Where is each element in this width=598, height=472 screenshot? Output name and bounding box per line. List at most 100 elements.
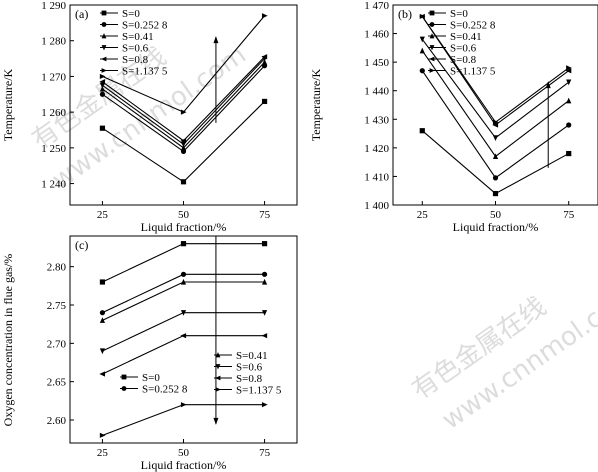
legend-marker-c-1 [121, 386, 127, 391]
data-point-c-5 [99, 432, 106, 438]
data-point-b-1 [566, 122, 572, 128]
data-point-b-0 [419, 128, 425, 134]
y-tick-label-b: 1 450 [364, 57, 389, 69]
data-point-b-2 [419, 47, 425, 54]
data-point-a-0 [180, 179, 187, 185]
data-point-a-3 [99, 82, 106, 89]
y-axis-label-b: Temperature/K [309, 68, 323, 141]
x-axis-label-b: Liquid fraction/% [453, 220, 539, 234]
y-tick-label-b: 1 420 [364, 143, 389, 155]
legend-marker-a-1 [101, 22, 107, 27]
y-tick-label-c: 2.80 [47, 262, 67, 274]
y-tick-label-a: 1 280 [41, 36, 66, 48]
legend-label-a-2: S=0.41 [122, 31, 154, 43]
data-point-b-0 [492, 190, 499, 197]
y-tick-label-a: 1 250 [41, 143, 66, 155]
data-point-c-0 [261, 241, 268, 247]
data-point-b-4 [492, 122, 499, 128]
legend-label-c-4: S=0.8 [236, 373, 263, 385]
legend-marker-b-4 [429, 56, 435, 62]
y-tick-label-a: 1 270 [41, 71, 66, 83]
legend-label-a-1: S=0.252 8 [122, 20, 168, 32]
data-point-a-0 [261, 98, 268, 105]
data-point-b-5 [419, 13, 426, 20]
legend-marker-c-5 [215, 387, 221, 392]
series-line-c-5 [102, 404, 265, 436]
panel-label-c: (c) [75, 238, 88, 252]
data-point-c-2 [180, 278, 187, 285]
legend-marker-b-1 [429, 22, 435, 27]
legend-label-c-0: S=0 [142, 372, 160, 384]
y-tick-label-b: 1 440 [364, 86, 389, 98]
legend-marker-b-5 [429, 68, 435, 73]
legend-marker-c-3 [215, 364, 221, 370]
x-tick-label-b: 50 [490, 209, 502, 221]
data-point-c-1 [99, 310, 106, 316]
series-line-c-3 [102, 312, 265, 352]
chart-panel-b: 1 400 1 410 1 420 1 430 1 440 1 450 1 460 1 470… [309, 0, 598, 234]
data-point-c-4 [99, 371, 106, 377]
data-point-c-5 [261, 402, 268, 408]
data-point-c-4 [180, 333, 187, 339]
plot-frame-b [392, 4, 598, 206]
trend-arrow-head-c [213, 417, 219, 425]
data-point-a-4 [180, 138, 187, 144]
legend-label-b-4: S=0.8 [450, 54, 477, 66]
data-point-c-3 [99, 348, 106, 355]
data-point-b-3 [492, 135, 499, 141]
data-point-a-5 [180, 109, 187, 115]
data-point-b-4 [565, 68, 572, 74]
data-point-a-0 [99, 125, 106, 131]
data-point-a-5 [261, 13, 268, 19]
data-point-a-2 [261, 59, 268, 65]
data-point-b-1 [492, 175, 499, 181]
y-tick-label-b: 1 430 [364, 114, 389, 126]
legend-label-b-1: S=0.252 8 [450, 20, 496, 32]
x-tick-label-c: 75 [259, 447, 271, 459]
data-point-a-4 [261, 54, 268, 60]
panel-label-b: (b) [398, 7, 412, 21]
y-tick-label-a: 1 260 [41, 107, 66, 119]
y-tick-label-a: 1 240 [41, 179, 66, 191]
data-point-c-2 [261, 278, 268, 285]
data-point-a-1 [99, 91, 106, 97]
data-point-b-3 [419, 36, 425, 43]
data-point-c-2 [99, 317, 106, 323]
y-axis-label-c: Oxygen concentration in flue gas/% [1, 254, 15, 427]
data-point-c-4 [261, 333, 268, 339]
legend-marker-b-2 [429, 33, 435, 39]
legend-marker-c-2 [215, 352, 221, 358]
data-point-b-0 [566, 150, 572, 157]
legend-marker-a-4 [101, 56, 107, 62]
data-point-b-2 [492, 153, 499, 160]
trend-arrow-head-b [545, 81, 551, 89]
y-tick-label-b: 1 460 [364, 29, 389, 41]
legend-label-c-5: S=1.137 5 [236, 385, 282, 397]
data-point-c-0 [99, 279, 106, 285]
y-tick-label-c: 2.70 [47, 338, 67, 350]
x-tick-label-a: 75 [259, 209, 271, 221]
y-tick-label-c: 2.75 [47, 300, 67, 312]
legend-label-b-5: S=1.137 5 [450, 66, 496, 78]
x-tick-label-c: 50 [178, 447, 190, 459]
legend-label-a-0: S=0 [122, 8, 140, 20]
data-point-a-5 [99, 73, 106, 80]
legend-marker-c-4 [215, 375, 221, 381]
legend-marker-b-3 [429, 45, 435, 51]
data-point-b-5 [492, 119, 499, 125]
legend-label-c-2: S=0.41 [236, 350, 268, 362]
x-axis-label-a: Liquid fraction/% [141, 220, 227, 234]
y-tick-label-b: 1 400 [364, 200, 389, 212]
data-point-a-3 [180, 141, 187, 148]
chart-panel-a: 1 240 1 250 1 260 1 270 1 280 1 290 25 50 75 Liqu… [1, 0, 298, 234]
x-tick-label-b: 25 [417, 209, 429, 221]
data-point-a-4 [99, 79, 106, 85]
data-point-b-5 [566, 65, 572, 71]
data-point-c-3 [180, 310, 187, 316]
y-tick-label-a: 1 290 [41, 0, 66, 12]
plot-frame-c [69, 235, 298, 444]
y-tick-label-b: 1 470 [364, 0, 389, 12]
legend-marker-a-3 [101, 45, 107, 51]
legend-label-c-1: S=0.252 8 [142, 384, 188, 396]
